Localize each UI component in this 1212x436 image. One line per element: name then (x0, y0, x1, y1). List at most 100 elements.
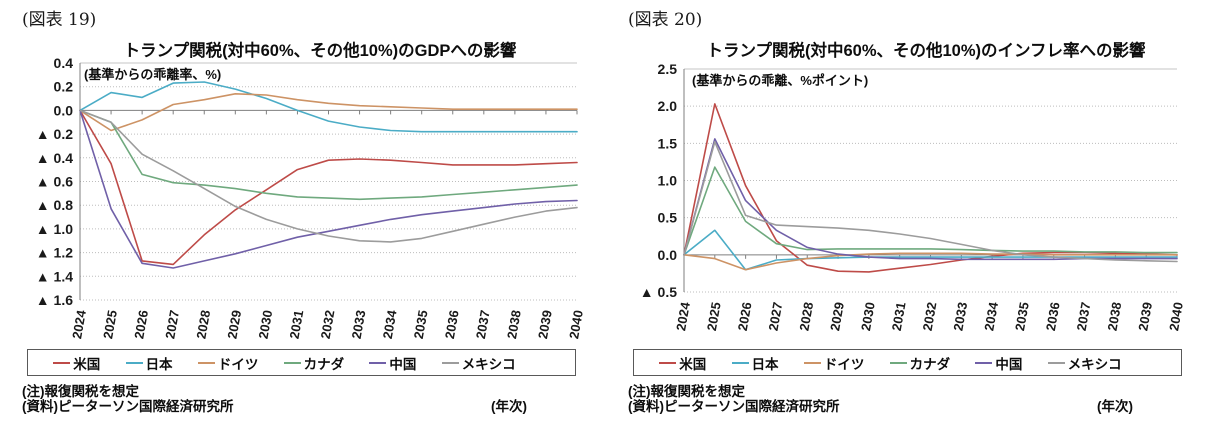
legend-swatch (441, 361, 459, 364)
legend-item-メキシコ: メキシコ (441, 353, 516, 373)
legend-item-中国: 中国 (369, 353, 416, 373)
x-tick-label: 2035 (1012, 301, 1032, 332)
series-line-メキシコ (683, 141, 1178, 263)
gdp-line-chart: ▲ 1.6 ▲ 1.4 ▲ 1.2 ▲ 1.0 ▲ 0.8 ▲ 0.6 ▲ 0.4 ▲ 0.2… (36, 55, 586, 340)
x-tick-label: 2034 (981, 300, 1001, 332)
x-tick-label: 2037 (473, 309, 493, 340)
x-tick-label: 2038 (504, 309, 524, 340)
figure-label: (図表 19) (22, 10, 97, 30)
gdp-figure-panel: (図表 19) トランプ関税(対中60%、その他10%)のGDPへの影響 (基準… (22, 10, 586, 414)
legend-label: ドイツ (217, 356, 259, 372)
x-tick-label: 2036 (1043, 301, 1063, 332)
legend-swatch (889, 361, 907, 364)
y-tick-label: 0.4 (54, 55, 74, 71)
x-tick-label: 2027 (162, 309, 182, 340)
series-line-米国 (79, 109, 578, 266)
x-tick-label: 2028 (796, 301, 816, 332)
x-axis-unit-label: (年次) (1097, 399, 1133, 414)
y-tick-label: ▲ 0.2 (36, 126, 73, 142)
legend-swatch (369, 361, 387, 364)
chart-title: トランプ関税(対中60%、その他10%)のGDPへの影響 (123, 42, 517, 60)
x-axis-unit-label: (年次) (491, 399, 527, 414)
x-tick-label: 2028 (193, 309, 213, 340)
x-tick-label: 2026 (131, 309, 151, 340)
y-tick-label: ▲ 0.8 (36, 197, 73, 213)
legend-item-米国: 米国 (659, 353, 706, 373)
series-line-日本 (79, 81, 578, 133)
legend-item-ドイツ: ドイツ (803, 353, 865, 373)
legend-label: カナダ (909, 356, 951, 372)
legend-label: 日本 (145, 356, 173, 372)
axis-unit-note: (基準からの乖離率、%) (84, 67, 222, 82)
x-tick-label: 2034 (380, 308, 400, 340)
x-tick-label: 2024 (69, 308, 89, 340)
legend-label: 日本 (751, 356, 779, 372)
x-tick-label: 2039 (535, 309, 555, 340)
y-tick-label: 0.2 (54, 79, 74, 95)
legend-swatch (283, 361, 301, 364)
y-tick-label: ▲ 1.2 (36, 245, 73, 261)
y-tick-label: 2.0 (658, 98, 678, 114)
y-tick-label: 2.5 (658, 61, 678, 77)
y-tick-label: ▲ 1.6 (36, 292, 73, 308)
legend-item-米国: 米国 (53, 353, 100, 373)
legend-label: 中国 (995, 356, 1023, 372)
legend-swatch (659, 361, 677, 364)
legend-swatch (197, 361, 215, 364)
x-tick-label: 2029 (224, 309, 244, 340)
y-tick-label: 1.5 (658, 135, 678, 151)
y-tick-label: ▲ 1.0 (36, 221, 73, 237)
chart-legend: 米国 日本 ドイツ カナダ 中国 メキシコ (27, 349, 576, 376)
legend-swatch (1047, 361, 1065, 364)
legend-item-日本: 日本 (731, 353, 779, 373)
x-tick-label: 2040 (1166, 301, 1186, 332)
legend-item-カナダ: カナダ (889, 353, 951, 373)
x-tick-label: 2032 (318, 309, 338, 340)
legend-label: 米国 (73, 356, 101, 372)
legend-item-カナダ: カナダ (283, 353, 344, 373)
legend-swatch (975, 361, 993, 364)
x-tick-label: 2040 (566, 309, 586, 340)
x-tick-label: 2031 (889, 301, 909, 332)
legend-item-中国: 中国 (975, 353, 1022, 373)
series-line-メキシコ (79, 109, 578, 243)
footnote-source: (資料)ピーターソン国際経済研究所 (22, 399, 234, 414)
footnote-assumption: (注)報復関税を想定 (22, 384, 139, 399)
series-line-中国 (683, 138, 1178, 261)
inflation-figure-panel: (図表 20) トランプ関税(対中60%、その他10%)のインフレ率への影響 (… (606, 0, 1212, 436)
legend-item-ドイツ: ドイツ (197, 353, 259, 373)
y-tick-label: 1.0 (658, 173, 678, 189)
legend-swatch (731, 361, 749, 364)
x-tick-label: 2024 (673, 300, 693, 332)
x-tick-label: 2026 (735, 301, 755, 332)
x-tick-label: 2032 (920, 301, 940, 332)
chart-title: トランプ関税(対中60%、その他10%)のインフレ率への影響 (706, 42, 1146, 60)
chart-legend: 米国 日本 ドイツ カナダ 中国 メキシコ (633, 349, 1182, 376)
y-tick-label: 0.0 (658, 247, 678, 263)
series-line-米国 (683, 103, 1178, 273)
legend-label: 米国 (679, 356, 707, 372)
series-line-カナダ (683, 166, 1178, 256)
x-tick-label: 2031 (287, 309, 307, 340)
x-tick-label: 2030 (858, 301, 878, 332)
inflation-line-chart: ▲ 0.5 0.0 0.5 1.0 1.5 2.0 2.5 2024 2025 2026 2027 2… (640, 61, 1186, 332)
legend-label: 中国 (389, 356, 417, 372)
y-tick-label: ▲ 0.5 (640, 284, 677, 300)
y-tick-label: ▲ 0.6 (36, 174, 73, 190)
legend-label: ドイツ (823, 356, 865, 372)
series-line-カナダ (79, 109, 578, 201)
x-tick-label: 2027 (766, 301, 786, 332)
axis-unit-note: (基準からの乖離、%ポイント) (692, 73, 869, 88)
legend-swatch (53, 361, 71, 364)
x-tick-label: 2025 (100, 309, 120, 340)
figure-label: (図表 20) (628, 10, 703, 30)
x-tick-label: 2033 (349, 309, 369, 340)
legend-swatch (803, 361, 821, 364)
x-tick-label: 2037 (1074, 301, 1094, 332)
series-line-日本 (683, 229, 1178, 271)
legend-label: メキシコ (461, 356, 516, 372)
x-tick-label: 2035 (411, 309, 431, 340)
footnote-assumption: (注)報復関税を想定 (628, 384, 745, 399)
x-tick-label: 2030 (256, 309, 276, 340)
